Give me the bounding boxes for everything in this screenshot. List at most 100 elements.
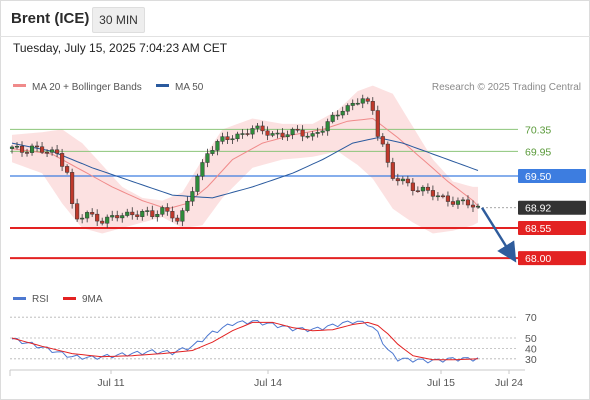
candle-body — [465, 199, 471, 206]
candle-body — [80, 217, 85, 220]
candle-body — [375, 110, 380, 137]
rsi-legend: RSI 9MA — [13, 294, 103, 305]
candle-body — [60, 153, 65, 167]
candle-body — [425, 186, 430, 191]
candle-body — [310, 133, 315, 137]
current-price-label-bg — [518, 200, 586, 215]
rsi-9ma-line — [11, 321, 479, 361]
candle-body — [325, 121, 330, 132]
x-tick-label: Jul 24 — [495, 377, 523, 389]
instrument-title: Brent (ICE) — [11, 10, 90, 27]
projection-arrow — [480, 207, 517, 263]
candle-body — [430, 190, 435, 197]
pivot-label-69.50: 69.50 — [525, 171, 551, 183]
candle-body — [100, 220, 105, 224]
candle-body — [415, 190, 420, 192]
timestamp: Tuesday, July 15, 2025 7:04:23 AM CET — [13, 41, 228, 55]
candle-body — [40, 146, 45, 153]
candle-body — [270, 133, 275, 136]
candle-body — [320, 130, 325, 133]
candle-body — [105, 216, 110, 224]
legend-label-rsi: RSI — [32, 294, 49, 305]
candle-body — [120, 215, 125, 219]
candle-body — [145, 210, 150, 212]
candle-body — [200, 162, 205, 177]
rsi-tick-label-40: 40 — [525, 343, 537, 355]
candles — [9, 94, 517, 263]
candle-body — [95, 213, 100, 222]
candle-body — [380, 136, 385, 145]
rsi-tick-label-50: 50 — [525, 333, 537, 345]
candle-body — [65, 166, 70, 173]
candle-body — [225, 136, 230, 140]
candle-body — [195, 176, 200, 192]
candle-body — [205, 153, 210, 163]
legend-swatch-9ma — [63, 297, 76, 300]
candle-body — [460, 199, 466, 202]
candle-body — [215, 141, 220, 151]
candle-body — [24, 152, 30, 154]
candle-body — [75, 203, 80, 220]
candle-body — [50, 149, 55, 153]
candle-body — [240, 133, 245, 135]
candle-body — [330, 114, 335, 122]
candle-body — [185, 200, 190, 211]
candle-body — [29, 145, 35, 153]
candle-body — [220, 136, 225, 142]
candle-body — [410, 182, 415, 191]
candle-body — [155, 214, 160, 217]
candle-body — [110, 215, 115, 218]
candle-body — [285, 134, 290, 138]
support-label-bg — [518, 251, 586, 266]
candle-body — [365, 98, 370, 102]
interval-button[interactable]: 30 MIN — [92, 7, 145, 33]
candle-body — [260, 125, 265, 132]
credit-text: Research © 2025 Trading Central — [432, 82, 581, 93]
candle-body — [335, 114, 340, 117]
candle-body — [305, 135, 310, 138]
candle-body — [300, 129, 305, 137]
candle-body — [140, 211, 145, 217]
candle-body — [150, 210, 155, 217]
candle-body — [250, 128, 255, 135]
candle-body — [455, 200, 461, 205]
x-tick-label: Jul 15 — [427, 377, 455, 389]
candle-body — [230, 138, 235, 141]
candle-body — [255, 125, 260, 129]
bollinger-band-area — [12, 85, 478, 234]
candle-body — [350, 102, 355, 106]
candle-body — [90, 212, 95, 215]
candle-body — [175, 217, 180, 222]
candle-body — [280, 132, 285, 138]
candle-body — [440, 195, 445, 198]
candle-body — [420, 186, 425, 192]
candle-body — [115, 215, 120, 219]
candle-body — [170, 211, 175, 219]
candle-body — [340, 110, 345, 116]
candle-body — [14, 145, 20, 148]
support-label-bg — [518, 221, 586, 236]
candle-body — [315, 132, 320, 134]
candle-body — [210, 150, 215, 154]
resistance-label-69.95: 69.95 — [525, 146, 551, 158]
support-label-68.55: 68.55 — [525, 223, 551, 235]
candle-body — [165, 207, 170, 212]
level-lines — [10, 128, 518, 260]
chart-legend: MA 20 + Bollinger Bands MA 50 Research ©… — [13, 82, 581, 93]
legend-label-9ma: 9MA — [82, 294, 103, 305]
candle-body — [125, 211, 130, 216]
candle-body — [245, 133, 250, 135]
candle-body — [190, 191, 195, 202]
candle-body — [295, 128, 300, 131]
candle-body — [470, 204, 476, 208]
candle-body — [400, 178, 405, 182]
candle-body — [35, 145, 40, 148]
pivot-label-bg — [518, 168, 586, 183]
rsi-tick-label-30: 30 — [525, 354, 537, 366]
candle-body — [475, 205, 481, 208]
current-price-label: 68.92 — [525, 203, 551, 215]
candle-body — [275, 132, 280, 135]
candle-body — [445, 195, 450, 202]
rsi-tick-label-70: 70 — [525, 312, 537, 324]
